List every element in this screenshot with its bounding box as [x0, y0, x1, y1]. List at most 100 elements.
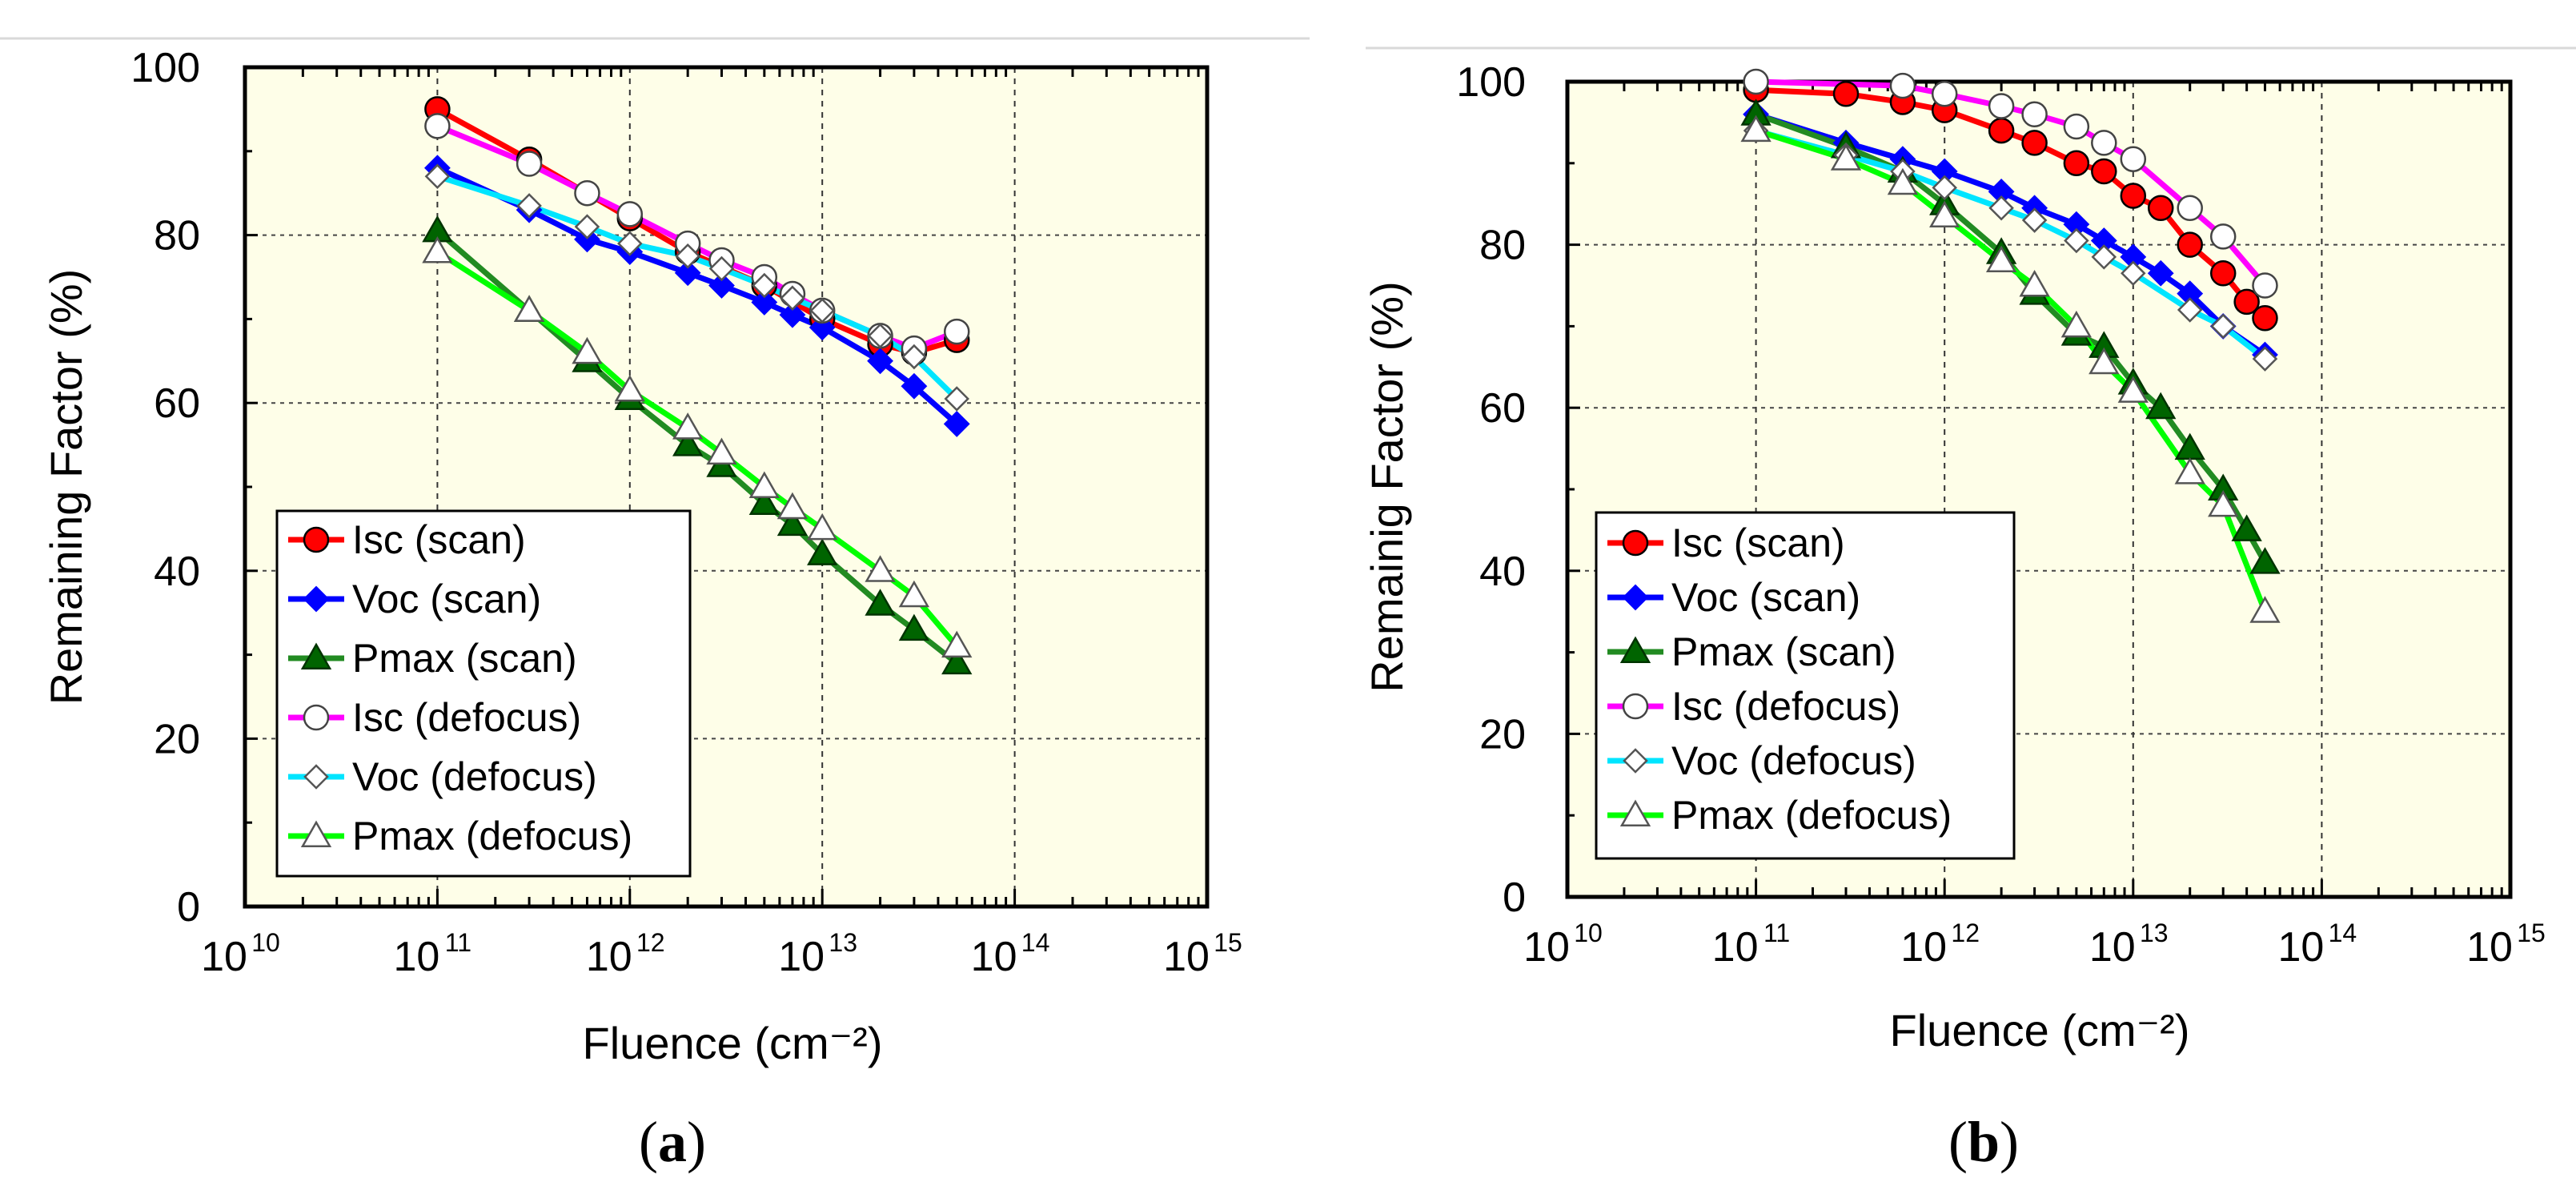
legend-swatch-marker-b — [1622, 693, 1649, 720]
data-point-b-6 — [2208, 489, 2239, 517]
y-tick-label-b: 100 — [1456, 59, 1526, 106]
data-point-a-2 — [867, 348, 893, 375]
x-axis-label-a: Fluence (cm⁻²) — [583, 1018, 883, 1068]
data-point-a-5 — [809, 298, 835, 324]
data-point-b-1 — [1988, 117, 2015, 144]
data-point-a-3 — [865, 589, 896, 616]
data-point-b-1 — [2147, 195, 2174, 222]
y-axis-label-b: Remainig Factor (%) — [1362, 281, 1412, 692]
data-point-b-6 — [1830, 143, 1862, 171]
data-point-b-6 — [2174, 457, 2205, 484]
data-point-b-6 — [1887, 167, 1919, 195]
data-point-b-4 — [2252, 272, 2278, 299]
data-point-a-6 — [572, 336, 603, 364]
legend-swatch-marker-a — [303, 526, 330, 553]
data-point-a-4 — [516, 151, 543, 177]
legend-item-a-3: Pmax (scan) — [288, 636, 577, 681]
data-point-b-3 — [2145, 392, 2177, 420]
x-tick-exponent-b: 15 — [2517, 919, 2546, 947]
panel-label-b-text: b — [1968, 1110, 2000, 1174]
data-point-b-5 — [2064, 227, 2089, 254]
data-point-a-4 — [943, 318, 970, 345]
data-point-b-5 — [2091, 244, 2117, 270]
data-point-b-5 — [2121, 260, 2146, 286]
legend-swatch-marker-b — [1622, 529, 1649, 557]
legend-swatch-marker-a — [303, 764, 329, 790]
data-point-b-1 — [2177, 231, 2203, 258]
data-point-b-3 — [2231, 514, 2262, 541]
data-point-b-5 — [2210, 313, 2236, 340]
y-tick-label-b: 60 — [1479, 385, 1526, 432]
data-point-a-6 — [672, 412, 704, 440]
data-point-a-3 — [776, 509, 809, 537]
y-tick-label-a: 100 — [130, 45, 200, 91]
data-point-b-5 — [2252, 346, 2278, 372]
x-tick-label-b: 10 12 — [1900, 919, 1980, 971]
data-point-a-5 — [516, 193, 542, 219]
data-point-b-4 — [2021, 101, 2048, 127]
x-tick-exponent-b: 10 — [1574, 919, 1603, 947]
series-markers-a-5 — [424, 163, 970, 412]
data-point-a-5 — [617, 231, 643, 256]
legend-label-a: Pmax (defocus) — [352, 814, 632, 858]
data-point-b-6 — [2019, 269, 2050, 297]
data-point-b-5 — [2177, 297, 2203, 323]
x-tick-exponent-a: 13 — [829, 928, 857, 957]
legend-swatch-marker-a — [303, 585, 330, 613]
data-point-b-5 — [2021, 207, 2048, 233]
legend-box-b — [1595, 511, 2016, 860]
data-point-a-2 — [901, 372, 928, 400]
data-point-b-2 — [2147, 259, 2174, 287]
data-point-a-3 — [807, 538, 838, 565]
plot-frame-b — [1565, 79, 2513, 899]
legend-swatch-marker-a — [300, 820, 332, 847]
data-point-b-4 — [2120, 146, 2147, 172]
data-point-b-6 — [2249, 596, 2281, 623]
data-point-a-6 — [941, 630, 973, 658]
panel-label-b: (b) — [1948, 1110, 2019, 1174]
data-point-a-6 — [776, 492, 809, 520]
data-point-a-6 — [422, 236, 453, 263]
y-tick-label-a: 80 — [154, 213, 200, 259]
legend-label-a: Pmax (scan) — [352, 636, 577, 681]
x-tick-label-a: 10 14 — [971, 928, 1050, 980]
x-tick-base-a: 10 — [971, 934, 1017, 980]
legend-item-a-2: Voc (scan) — [288, 577, 541, 621]
data-point-b-6 — [1929, 200, 1960, 227]
y-tick-label-a: 60 — [154, 380, 200, 427]
data-point-b-6 — [2088, 347, 2120, 375]
legend-swatch-marker-b — [1623, 748, 1648, 774]
data-point-a-3 — [748, 488, 780, 515]
legend-label-b: Pmax (defocus) — [1671, 793, 1952, 838]
legend-label-b: Voc (scan) — [1671, 575, 1860, 620]
legend-label-a: Isc (defocus) — [352, 695, 581, 740]
data-point-b-5 — [1932, 175, 1957, 201]
panel-label-a-text: a — [658, 1110, 687, 1174]
data-point-b-1 — [2233, 288, 2260, 316]
data-point-a-2 — [751, 289, 778, 316]
x-tick-base-a: 10 — [1163, 934, 1210, 980]
legend-label-b: Pmax (scan) — [1671, 629, 1896, 674]
data-point-b-1 — [2091, 158, 2117, 185]
legend-item-b-6: Pmax (defocus) — [1607, 793, 1952, 838]
data-point-a-6 — [706, 437, 737, 465]
data-point-a-5 — [752, 272, 777, 299]
y-tick-label-b: 80 — [1479, 223, 1526, 269]
y-tick-label-b: 0 — [1503, 874, 1526, 921]
x-tick-base-b: 10 — [2277, 924, 2324, 971]
data-point-a-2 — [674, 259, 701, 287]
y-axis-label-a: Remaining Factor (%) — [41, 269, 91, 706]
series-markers-b-4 — [1743, 68, 2278, 299]
data-point-a-5 — [424, 163, 451, 190]
legend-item-a-4: Isc (defocus) — [288, 695, 581, 740]
data-point-a-5 — [574, 214, 600, 239]
x-tick-base-a: 10 — [393, 934, 439, 980]
y-tick-label-a: 0 — [177, 884, 200, 931]
data-point-b-1 — [2021, 130, 2048, 156]
data-point-b-1 — [2209, 259, 2237, 287]
data-point-b-1 — [2063, 150, 2090, 177]
x-tick-exponent-b: 13 — [2140, 919, 2169, 947]
x-tick-label-a: 10 15 — [1163, 928, 1242, 980]
data-point-a-5 — [708, 255, 735, 282]
x-tick-exponent-b: 14 — [2329, 919, 2357, 947]
